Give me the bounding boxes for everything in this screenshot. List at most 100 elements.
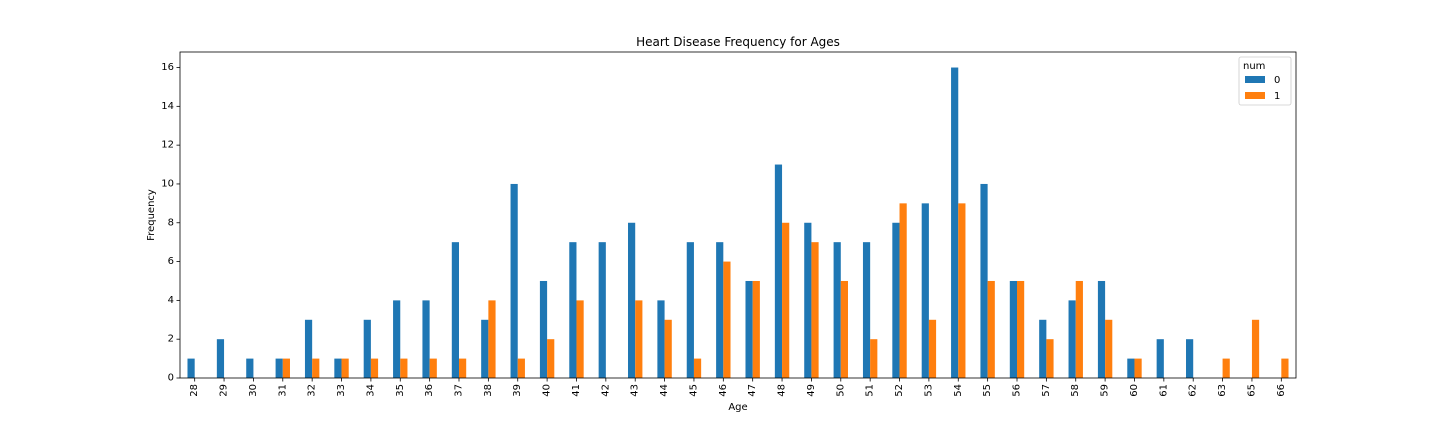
- x-tick-label: 32: [307, 384, 318, 397]
- legend-swatch-1: [1245, 92, 1265, 99]
- bar-series-1-age-50: [840, 280, 848, 378]
- bar-series-0-age-35: [393, 300, 401, 378]
- y-tick-label: 6: [168, 256, 174, 267]
- bar-series-0-age-41: [569, 242, 577, 378]
- bar-series-1-age-36: [429, 358, 437, 378]
- bar-series-0-age-33: [334, 358, 342, 378]
- bar-series-0-age-31: [275, 358, 283, 378]
- y-tick-label: 16: [161, 62, 174, 73]
- x-tick-label: 63: [1217, 384, 1228, 397]
- legend-title: num: [1243, 61, 1265, 72]
- x-tick-label: 58: [1070, 384, 1081, 397]
- x-tick-label: 45: [688, 384, 699, 397]
- bar-series-1-age-45: [693, 358, 702, 378]
- y-tick-label: 10: [161, 178, 174, 189]
- bar-series-1-age-33: [341, 358, 349, 378]
- bar-series-0-age-47: [745, 280, 753, 378]
- legend: num 0 1: [1238, 56, 1292, 106]
- x-tick-label: 54: [953, 384, 964, 397]
- x-tick-label: 46: [718, 384, 729, 397]
- bar-series-0-age-57: [1039, 319, 1047, 378]
- bar-series-0-age-61: [1156, 339, 1164, 378]
- bar-series-0-age-29: [216, 339, 225, 378]
- bar-series-1-age-55: [987, 280, 995, 378]
- bar-series-1-age-34: [370, 358, 379, 378]
- bar-series-1-age-38: [488, 300, 496, 378]
- bar-series-1-age-52: [899, 203, 907, 378]
- bar-series-0-age-50: [833, 242, 841, 378]
- bar-series-0-age-51: [862, 242, 871, 378]
- bar-series-1-age-65: [1251, 319, 1260, 378]
- bar-series-0-age-62: [1186, 339, 1194, 378]
- x-tick-label: 35: [395, 384, 406, 397]
- bar-series-1-age-48: [782, 222, 790, 378]
- x-tick-label: 60: [1129, 384, 1140, 397]
- bar-series-1-age-53: [928, 319, 937, 378]
- bar-series-1-age-47: [752, 280, 760, 378]
- legend-label-0: 0: [1274, 75, 1280, 86]
- bar-series-0-age-44: [657, 300, 665, 378]
- x-tick-label: 55: [982, 384, 993, 397]
- x-tick-label: 40: [542, 384, 553, 397]
- bar-series-0-age-43: [628, 222, 636, 378]
- bar-series-1-age-46: [723, 261, 731, 378]
- bar-series-0-age-39: [510, 183, 518, 378]
- bar-series-0-age-46: [716, 242, 724, 378]
- plot-frame: [179, 51, 1297, 379]
- x-tick-label: 41: [571, 384, 582, 397]
- x-tick-label: 44: [659, 384, 670, 397]
- x-tick-label: 65: [1246, 384, 1257, 397]
- bar-series-0-age-53: [921, 203, 929, 378]
- x-tick-label: 52: [894, 384, 905, 397]
- x-tick-label: 34: [365, 384, 376, 397]
- bar-series-1-age-31: [282, 358, 290, 378]
- bar-series-0-age-58: [1068, 300, 1076, 378]
- bar-series-1-age-59: [1105, 319, 1113, 378]
- x-tick-label: 37: [454, 384, 465, 397]
- bar-series-1-age-35: [400, 358, 408, 378]
- y-tick-label: 8: [168, 217, 174, 228]
- legend-label-1: 1: [1274, 91, 1280, 102]
- x-tick-label: 38: [483, 384, 494, 397]
- bar-series-0-age-56: [1009, 280, 1017, 378]
- x-tick-label: 39: [512, 384, 523, 397]
- bar-series-0-age-34: [363, 319, 371, 378]
- bar-series-1-age-51: [870, 339, 878, 378]
- bar-series-0-age-59: [1097, 280, 1106, 378]
- bar-series-1-age-60: [1134, 358, 1142, 378]
- bar-series-0-age-45: [686, 242, 694, 378]
- bar-series-0-age-55: [980, 183, 988, 378]
- bar-series-0-age-37: [451, 242, 459, 378]
- bar-series-1-age-39: [517, 358, 525, 378]
- bar-series-0-age-42: [598, 242, 606, 378]
- x-tick-label: 36: [424, 384, 435, 397]
- x-tick-label: 50: [835, 384, 846, 397]
- x-tick-label: 48: [777, 384, 788, 397]
- bar-series-1-age-63: [1222, 358, 1230, 378]
- bar-series-1-age-32: [312, 358, 320, 378]
- y-tick-label: 4: [168, 295, 174, 306]
- x-tick-label: 29: [219, 384, 230, 397]
- x-tick-label: 28: [189, 384, 200, 397]
- bar-series-0-age-32: [304, 319, 313, 378]
- bar-series-0-age-48: [774, 164, 783, 378]
- y-tick-label: 12: [161, 140, 174, 151]
- bar-series-0-age-28: [187, 358, 195, 378]
- bar-series-1-age-44: [664, 319, 672, 378]
- bar-series-1-age-37: [459, 358, 467, 378]
- x-tick-label: 51: [865, 384, 876, 397]
- bar-series-0-age-40: [539, 280, 548, 378]
- bars-layer: [187, 67, 1289, 379]
- bar-series-1-age-57: [1046, 339, 1054, 378]
- x-axis-label: Age: [728, 402, 747, 413]
- bar-series-0-age-49: [804, 222, 812, 378]
- x-tick-label: 66: [1276, 384, 1287, 397]
- y-tick-label: 14: [161, 101, 174, 112]
- chart-title: Heart Disease Frequency for Ages: [636, 35, 840, 49]
- bar-series-0-age-60: [1127, 358, 1135, 378]
- x-axis-ticks: 28 29 30 31 32 33 34 35 36 37 38 39 40 41 42 43 44 45 46 47…: [189, 378, 1287, 397]
- bar-series-0-age-54: [951, 67, 959, 379]
- bar-series-0-age-38: [481, 319, 489, 378]
- bar-series-1-age-54: [958, 203, 966, 378]
